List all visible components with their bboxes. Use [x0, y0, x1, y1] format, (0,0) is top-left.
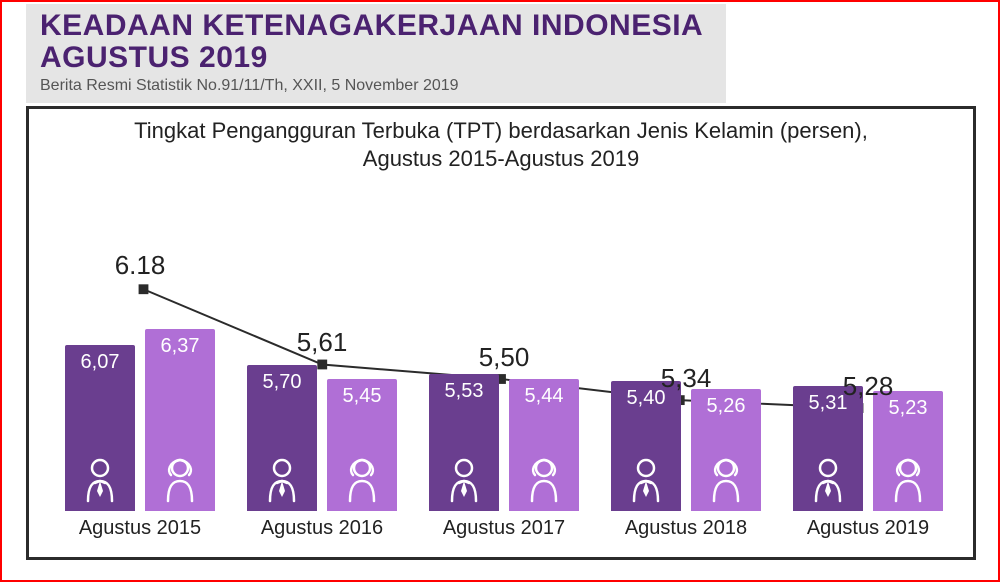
- title-line-2: AGUSTUS 2019: [40, 41, 268, 74]
- x-axis-label: Agustus 2018: [625, 517, 747, 540]
- bar-female-label: 5,26: [691, 395, 761, 418]
- bar-male-icon-wrap: [65, 457, 135, 503]
- bar-male-icon-wrap: [247, 457, 317, 503]
- bar-male: 6,07: [65, 345, 135, 511]
- line-point-label: 5,61: [297, 327, 348, 358]
- bar-male-label: 6,07: [65, 351, 135, 374]
- header-band: KEADAAN KETENAGAKERJAAN INDONESIA AGUSTU…: [26, 4, 726, 103]
- x-axis-label: Agustus 2016: [261, 517, 383, 540]
- male-icon: [80, 457, 120, 503]
- female-icon: [160, 457, 200, 503]
- bar-female-label: 6,37: [145, 335, 215, 358]
- period-group: 6,07 6,37: [49, 181, 231, 511]
- male-icon: [808, 457, 848, 503]
- x-axis-labels: Agustus 2015 Agustus 2016 Agustus 2017 Agus…: [49, 517, 953, 545]
- chart-title-line-2: Agustus 2015-Agustus 2019: [363, 146, 639, 171]
- bar-male-label: 5,70: [247, 371, 317, 394]
- x-axis-label: Agustus 2015: [79, 517, 201, 540]
- bar-male: 5,70: [247, 365, 317, 511]
- bar-female: 5,45: [327, 379, 397, 511]
- chart-container: Tingkat Pengangguran Terbuka (TPT) berda…: [26, 106, 976, 560]
- page-title: KEADAAN KETENAGAKERJAAN INDONESIA AGUSTU…: [40, 10, 712, 75]
- title-line-1: KEADAAN KETENAGAKERJAAN INDONESIA: [40, 9, 703, 42]
- bar-male-label: 5,53: [429, 380, 499, 403]
- female-icon: [706, 457, 746, 503]
- bar-female-icon-wrap: [509, 457, 579, 503]
- bar-male: 5,31: [793, 386, 863, 511]
- bar-female-icon-wrap: [691, 457, 761, 503]
- bar-female-icon-wrap: [327, 457, 397, 503]
- bar-female-label: 5,44: [509, 385, 579, 408]
- bar-male: 5,53: [429, 374, 499, 511]
- chart-title: Tingkat Pengangguran Terbuka (TPT) berda…: [29, 117, 973, 172]
- male-icon: [444, 457, 484, 503]
- female-icon: [342, 457, 382, 503]
- period-group: 5,31 5,23: [777, 181, 959, 511]
- bar-female: 5,44: [509, 379, 579, 511]
- line-point-label: 6.18: [115, 250, 166, 281]
- bar-male-icon-wrap: [611, 457, 681, 503]
- male-icon: [626, 457, 666, 503]
- x-axis-label: Agustus 2017: [443, 517, 565, 540]
- bar-male: 5,40: [611, 381, 681, 511]
- bar-male-icon-wrap: [793, 457, 863, 503]
- bar-female: 5,23: [873, 391, 943, 511]
- x-axis-label: Agustus 2019: [807, 517, 929, 540]
- period-group: 5,40 5,26: [595, 181, 777, 511]
- bar-male-icon-wrap: [429, 457, 499, 503]
- line-point-label: 5,50: [479, 342, 530, 373]
- plot-area: 6,07 6,37 6.18 5,70 5,45: [49, 181, 953, 511]
- female-icon: [888, 457, 928, 503]
- bar-female: 5,26: [691, 389, 761, 511]
- bar-female-label: 5,45: [327, 385, 397, 408]
- line-point-label: 5,34: [661, 363, 712, 394]
- line-point-label: 5,28: [843, 371, 894, 402]
- bar-female-icon-wrap: [873, 457, 943, 503]
- bar-female-icon-wrap: [145, 457, 215, 503]
- male-icon: [262, 457, 302, 503]
- page-subtitle: Berita Resmi Statistik No.91/11/Th, XXII…: [40, 77, 712, 95]
- female-icon: [524, 457, 564, 503]
- bar-female: 6,37: [145, 329, 215, 511]
- chart-title-line-1: Tingkat Pengangguran Terbuka (TPT) berda…: [134, 118, 868, 143]
